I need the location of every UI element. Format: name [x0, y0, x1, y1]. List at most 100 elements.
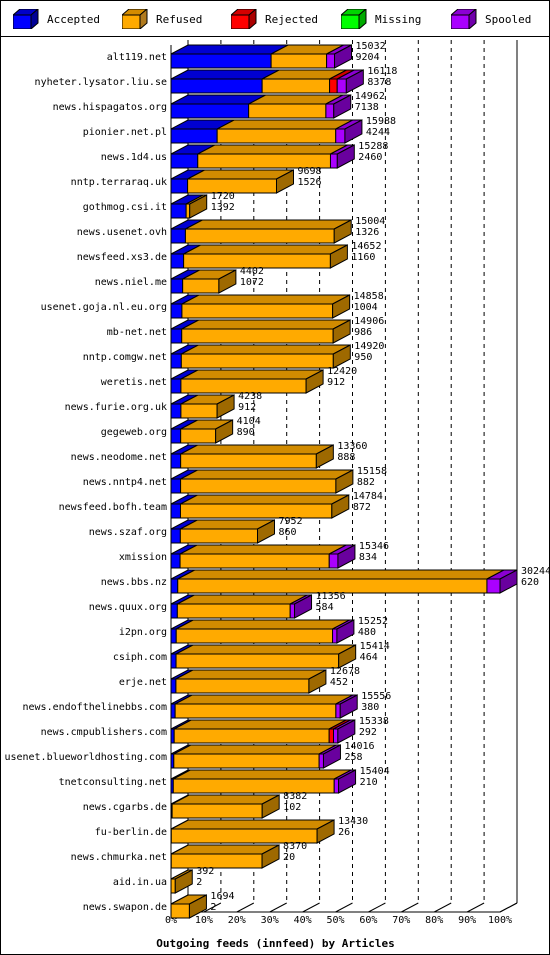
value-label-accepted: 834 — [359, 552, 377, 563]
bar-segment-refused — [175, 628, 334, 644]
bar-group — [170, 544, 356, 569]
bar-segment-accepted — [170, 178, 189, 194]
value-label-accepted: 26 — [338, 827, 350, 838]
x-tick-label: 20% — [228, 915, 246, 926]
legend-label-rejected: Rejected — [265, 13, 318, 26]
value-label-offered: 15404 — [360, 766, 390, 777]
value-label-offered: 11356 — [316, 591, 346, 602]
bar-group — [170, 394, 235, 419]
bar-side-spooled — [334, 44, 353, 69]
bar-side-spooled — [339, 694, 358, 719]
bar-top-refused — [173, 744, 337, 755]
value-label-accepted: 1004 — [354, 302, 378, 313]
value-label-offered: 16118 — [367, 66, 397, 77]
bar-segment-accepted — [170, 528, 181, 544]
bar-side-refused — [332, 294, 351, 319]
bar-top-refused — [170, 844, 280, 855]
bar-side-spooled — [345, 69, 364, 94]
bar-top-refused — [180, 444, 334, 455]
bar-segment-refused — [174, 703, 337, 719]
x-tick-diag — [401, 902, 419, 913]
bar-top-refused — [181, 319, 351, 330]
bar-top-refused — [175, 619, 350, 630]
value-label-offered: 15252 — [358, 616, 388, 627]
bar-segment-accepted — [170, 628, 177, 644]
value-label-accepted: 20 — [283, 852, 295, 863]
value-label-accepted: 1392 — [211, 202, 235, 213]
value-label-offered: 13360 — [337, 441, 367, 452]
host-label: i2pn.org — [119, 627, 167, 638]
bar-segment-accepted — [170, 703, 176, 719]
value-label-offered: 15414 — [360, 641, 390, 652]
legend-label-refused: Refused — [156, 13, 203, 26]
bar-group — [170, 619, 355, 644]
x-tick-label: 70% — [392, 915, 410, 926]
value-label-offered: 14652 — [351, 241, 381, 252]
x-tick-diag — [236, 902, 255, 913]
value-label-accepted: 380 — [361, 702, 379, 713]
bar-group — [170, 469, 354, 494]
host-label: news.nntp4.net — [83, 477, 167, 488]
bar-side-refused — [261, 794, 280, 819]
bar-top-refused — [174, 694, 354, 705]
bar-segment-refused — [172, 778, 335, 794]
value-label-offered: 15346 — [359, 541, 389, 552]
swatch-top — [122, 9, 148, 16]
swatch-top — [231, 9, 257, 16]
swatch-side — [468, 9, 477, 29]
bar-segment-spooled — [333, 778, 340, 794]
value-label-offered: 4402 — [240, 266, 264, 277]
bar-segment-refused — [181, 328, 334, 344]
value-label-offered: 14962 — [355, 91, 385, 102]
host-label: pionier.net.pl — [83, 127, 167, 138]
bar-segment-accepted — [170, 53, 272, 69]
bar-segment-accepted — [170, 653, 177, 669]
bar-top-refused — [171, 794, 280, 805]
legend-swatch-missing — [341, 9, 367, 29]
value-label-offered: 392 — [196, 866, 214, 877]
bar-group — [170, 869, 193, 894]
bar-side-spooled — [336, 619, 355, 644]
bar-segment-refused — [270, 53, 328, 69]
bar-group — [170, 44, 353, 69]
bar-top-refused — [180, 469, 354, 480]
value-label-offered: 15988 — [366, 116, 396, 127]
host-label: tnetconsulting.net — [59, 777, 167, 788]
value-label-offered: 9698 — [297, 166, 321, 177]
bar-segment-refused — [261, 78, 331, 94]
value-label-accepted: 2 — [210, 902, 216, 913]
bar-side-spooled — [333, 94, 352, 119]
value-label-accepted: 7138 — [355, 102, 379, 113]
bar-side-refused — [308, 669, 327, 694]
bar-segment-spooled — [325, 103, 335, 119]
value-label-accepted: 4244 — [366, 127, 390, 138]
bar-top-refused — [197, 144, 348, 155]
value-label-offered: 15032 — [356, 41, 386, 52]
bar-segment-refused — [180, 478, 337, 494]
x-tick-label: 10% — [195, 915, 213, 926]
host-label: newsfeed.bofh.team — [59, 502, 167, 513]
value-label-accepted: 888 — [337, 452, 355, 463]
bar-side-refused — [188, 894, 207, 919]
bar-segment-refused — [179, 528, 259, 544]
bar-segment-accepted — [170, 253, 185, 269]
bar-group — [170, 369, 324, 394]
bar-segment-spooled — [335, 128, 346, 144]
bar-segment-refused — [185, 203, 191, 219]
value-label-offered: 30244 — [521, 566, 549, 577]
value-label-offered: 4104 — [237, 416, 261, 427]
x-tick-label: 100% — [488, 915, 512, 926]
bar-segment-accepted — [170, 128, 218, 144]
bar-segment-refused — [171, 803, 263, 819]
bar-segment-spooled — [329, 153, 338, 169]
bar-segment-accepted — [170, 278, 184, 294]
bar-segment-accepted — [170, 378, 182, 394]
bar-segment-accepted — [170, 578, 179, 594]
host-label: nntp.comgw.net — [83, 352, 167, 363]
host-label: news.niel.me — [95, 277, 167, 288]
legend-swatch-rejected — [231, 9, 257, 29]
bar-side-spooled — [322, 744, 341, 769]
bar-group — [170, 844, 280, 869]
bar-segment-accepted — [170, 328, 183, 344]
bar-segment-accepted — [170, 503, 181, 519]
